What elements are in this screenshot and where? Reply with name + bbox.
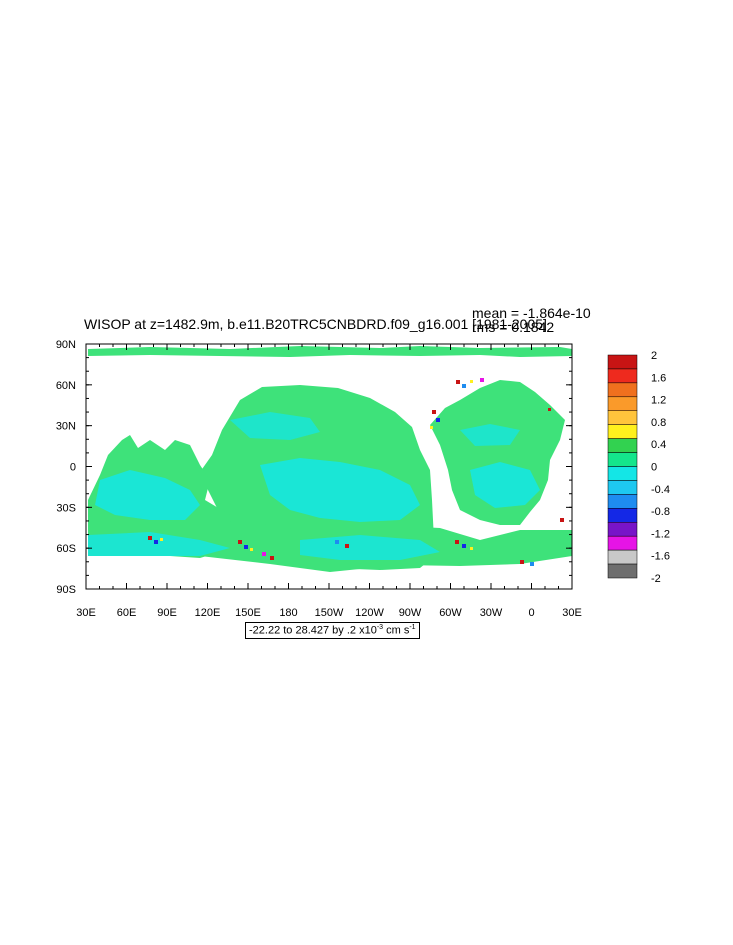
lon-label: 120E	[195, 607, 221, 619]
info-unit: cm s	[383, 624, 410, 637]
colorbar-label: 0.8	[651, 417, 666, 429]
lon-label: 60E	[117, 607, 137, 619]
colorbar	[607, 354, 638, 579]
lon-label: 30E	[562, 607, 582, 619]
colorbar-swatch	[607, 494, 638, 509]
colorbar-swatch	[607, 438, 638, 453]
lat-label: 60N	[56, 380, 76, 392]
colorbar-swatch	[607, 535, 638, 551]
contour-info-box: -22.22 to 28.427 by .2 x10-3 cm s-1	[245, 622, 420, 639]
lat-label: 30S	[56, 502, 76, 514]
ocean-field	[88, 346, 572, 572]
lon-label: 120W	[355, 607, 384, 619]
longitude-labels: 30E 60E 90E 120E 150E 180 150W 120W 90W 60W 30W 0 30…	[76, 607, 582, 619]
lon-label: 90W	[399, 607, 422, 619]
colorbar-labels: 2 1.6 1.2 0.8 0.4 0 -0.4 -0.8 -1.2 -1.6 -2	[651, 350, 670, 585]
latitude-ticks	[86, 343, 572, 590]
colorbar-label: -1.2	[651, 528, 670, 540]
colorbar-swatch	[607, 508, 638, 523]
colorbar-swatch	[607, 368, 638, 384]
lon-label: 150E	[235, 607, 261, 619]
info-exponent: -3	[376, 624, 384, 631]
colorbar-label: 1.2	[651, 395, 666, 407]
lon-label: 180	[279, 607, 297, 619]
colorbar-swatch	[607, 424, 638, 439]
latitude-labels: 90N 60N 30N 0 30S 60S 90S	[56, 339, 76, 596]
lat-label: 0	[70, 462, 76, 474]
colorbar-label: -1.6	[651, 551, 670, 563]
lat-label: 60S	[56, 543, 76, 555]
colorbar-swatch	[607, 382, 638, 398]
colorbar-swatch	[607, 410, 638, 425]
colorbar-swatch	[607, 522, 638, 537]
colorbar-label: 0.4	[651, 439, 666, 451]
hotspot-markers	[148, 378, 564, 566]
lat-label: 90S	[56, 584, 76, 596]
lon-label: 150W	[315, 607, 344, 619]
lon-label: 0	[528, 607, 534, 619]
lon-label: 60W	[439, 607, 462, 619]
lat-label: 90N	[56, 339, 76, 351]
colorbar-swatch	[607, 354, 638, 370]
colorbar-swatch	[607, 396, 638, 411]
mean-stat: mean = -1.864e-10	[472, 305, 591, 321]
colorbar-label: 1.6	[651, 372, 666, 384]
lon-label: 90E	[157, 607, 177, 619]
longitude-ticks	[85, 344, 573, 589]
lat-label: 30N	[56, 421, 76, 433]
colorbar-swatch	[607, 563, 638, 579]
colorbar-swatch	[607, 549, 638, 565]
lon-label: 30W	[480, 607, 503, 619]
info-prefix: -22.22 to 28.427 by .2 x10	[249, 624, 377, 637]
colorbar-swatch	[607, 480, 638, 495]
rms-stat: rms = 0.1842	[472, 319, 555, 335]
colorbar-label: 0	[651, 462, 657, 474]
colorbar-label: -0.8	[651, 506, 670, 518]
colorbar-label: -0.4	[651, 484, 670, 496]
colorbar-swatch	[607, 466, 638, 481]
colorbar-label: -2	[651, 573, 661, 585]
info-unit-exponent: -1	[409, 624, 416, 631]
colorbar-swatch	[607, 452, 638, 467]
plot-title: WISOP at z=1482.9m, b.e11.B20TRC5CNBDRD.…	[84, 316, 547, 332]
lon-label: 30E	[76, 607, 96, 619]
colorbar-label: 2	[651, 350, 657, 362]
